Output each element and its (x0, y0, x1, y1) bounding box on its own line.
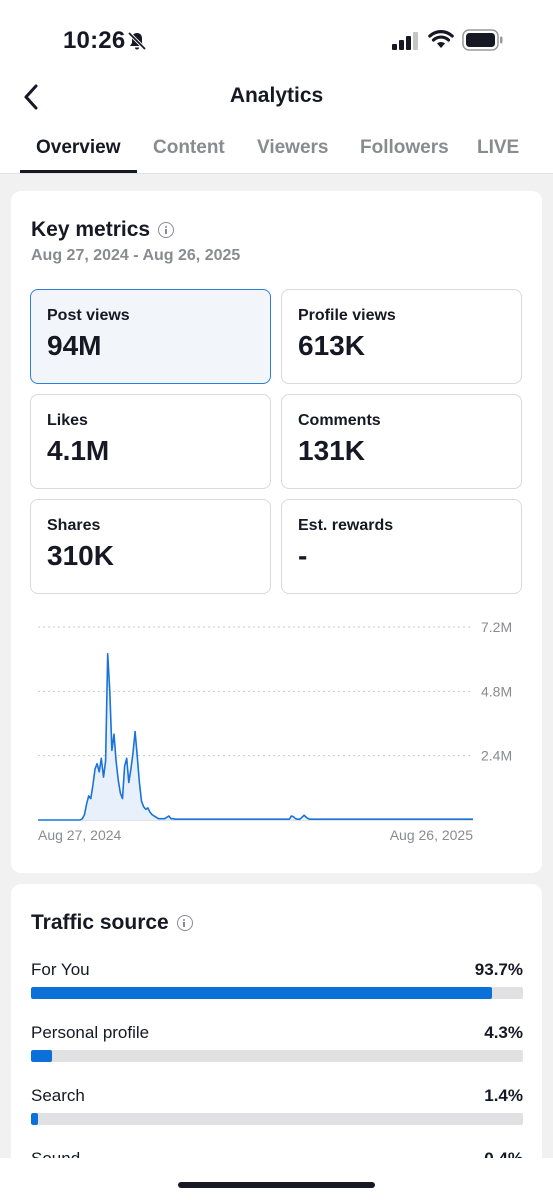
status-bar: 10:26 (0, 0, 553, 76)
traffic-source-row: Search 1.4% (31, 1086, 523, 1126)
metric-card-post-views[interactable]: Post views 94M (30, 289, 271, 384)
tab-bar: Overview Content Viewers Followers LIVE (0, 118, 553, 174)
chevron-left-icon (24, 84, 38, 110)
home-indicator[interactable] (178, 1182, 375, 1188)
x-tick-label-end: Aug 26, 2025 (390, 827, 474, 843)
metric-card-profile-views[interactable]: Profile views 613K (281, 289, 522, 384)
metric-label: Profile views (298, 307, 396, 324)
y-tick-label: 4.8M (481, 683, 512, 699)
metric-label: Est. rewards (298, 517, 394, 534)
metric-value: 131K (298, 435, 365, 466)
key-metrics-title: Key metrics (31, 218, 151, 241)
traffic-source-bar-fill (31, 987, 492, 999)
traffic-source-bar-fill (31, 1113, 38, 1125)
traffic-source-bar-track (31, 987, 523, 999)
metric-value: - (298, 540, 308, 571)
y-tick-label: 7.2M (481, 619, 512, 635)
status-time: 10:26 (63, 27, 126, 54)
metric-card-likes[interactable]: Likes 4.1M (30, 394, 271, 489)
metric-card-comments[interactable]: Comments 131K (281, 394, 522, 489)
traffic-source-percent: 93.7% (474, 960, 523, 979)
traffic-source-header: Traffic source (31, 911, 193, 935)
metric-value: 94M (47, 330, 102, 361)
metric-label: Shares (47, 517, 101, 534)
metric-card-est-rewards[interactable]: Est. rewards - (281, 499, 522, 594)
series-line (38, 653, 473, 821)
traffic-source-label: Personal profile (31, 1023, 150, 1042)
battery-icon (462, 29, 503, 51)
metric-value: 310K (47, 540, 114, 571)
metric-label: Comments (298, 412, 381, 429)
metric-label: Likes (47, 412, 88, 429)
signal-icon (392, 32, 418, 50)
tab-overview[interactable]: Overview (36, 137, 121, 158)
traffic-source-percent: 4.3% (484, 1023, 523, 1042)
page-title: Analytics (229, 84, 324, 107)
x-tick-label-start: Aug 27, 2024 (38, 827, 122, 843)
home-indicator-area (0, 1158, 553, 1200)
tab-viewers[interactable]: Viewers (257, 137, 329, 158)
traffic-source-row: Personal profile 4.3% (31, 1023, 523, 1063)
traffic-source-bar-track (31, 1050, 523, 1062)
back-button[interactable] (14, 80, 48, 114)
post-views-chart: 2.4M 4.8M 7.2M Aug 27, 2024 Aug 26, 2025 (38, 619, 512, 843)
tab-followers[interactable]: Followers (360, 137, 449, 158)
wifi-icon (428, 30, 454, 48)
date-range: Aug 27, 2024 - Aug 26, 2025 (31, 247, 241, 264)
traffic-source-label: Search (31, 1086, 85, 1105)
traffic-source-title: Traffic source (31, 911, 169, 934)
key-metrics-header: Key metrics (31, 218, 175, 242)
active-tab-indicator (20, 170, 137, 173)
traffic-source-label: For You (31, 960, 90, 979)
metric-value: 613K (298, 330, 365, 361)
traffic-source-bar-track (31, 1113, 523, 1125)
tab-content[interactable]: Content (153, 137, 225, 158)
metric-value: 4.1M (47, 435, 110, 466)
y-tick-label: 2.4M (481, 748, 512, 764)
traffic-source-percent: 1.4% (484, 1086, 523, 1105)
info-icon[interactable] (176, 915, 193, 931)
metric-card-shares[interactable]: Shares 310K (30, 499, 271, 594)
info-icon[interactable] (158, 222, 175, 238)
nav-bar: Analytics (0, 76, 553, 118)
traffic-source-row: For You 93.7% (31, 960, 523, 1000)
traffic-source-bar-fill (31, 1050, 53, 1062)
traffic-source-card: Traffic source For You 93.7% Personal prof… (11, 884, 542, 1184)
bell-muted-icon (127, 31, 147, 51)
tab-live[interactable]: LIVE (477, 137, 520, 158)
series-area (38, 653, 473, 820)
key-metrics-card: Key metrics Aug 27, 2024 - Aug 26, 2025 … (11, 191, 542, 873)
metric-label: Post views (47, 307, 130, 324)
